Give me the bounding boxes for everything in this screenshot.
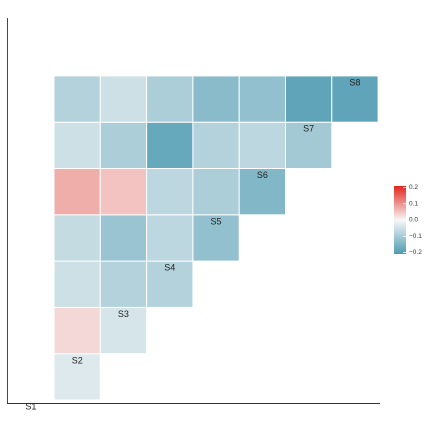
heatmap-cell-s6-s2 (99, 168, 148, 216)
heatmap-cell-s8-s2 (99, 75, 148, 123)
heatmap-cell-s4-s2 (99, 260, 148, 308)
variable-label-s1: S1 (25, 402, 36, 412)
heatmap-cell-s5-s2 (99, 214, 148, 262)
heatmap-cell-s8-s1 (53, 75, 101, 123)
heatmap-cell-s4-s1 (53, 260, 101, 308)
heatmap-cell-s7-s5 (238, 121, 286, 169)
heatmap-cell-s6-s1 (53, 168, 101, 216)
variable-label-s8: S8 (349, 77, 360, 87)
heatmap-cell-s7-s4 (192, 121, 240, 169)
heatmap-cell-s8-s4 (192, 75, 240, 123)
heatmap-cell-s2-s1 (53, 353, 101, 401)
variable-label-s7: S7 (303, 124, 314, 134)
variable-label-s3: S3 (118, 309, 129, 319)
variable-label-s2: S2 (72, 355, 83, 365)
variable-label-s6: S6 (257, 170, 268, 180)
heatmap-cell-s3-s1 (53, 306, 101, 355)
colorbar-tick-label: 0.1 (409, 201, 418, 208)
heatmap-cell-s7-s1 (53, 121, 101, 169)
heatmap-cell-s5-s1 (53, 214, 101, 262)
variable-label-s4: S4 (164, 263, 175, 273)
heatmap-cell-s8-s7 (331, 75, 379, 123)
colorbar-ticks: 0.2 0.1 0.0 −0.1 −0.2 (403, 184, 422, 256)
heatmap-cell-s5-s3 (146, 214, 194, 262)
colorbar-gradient (394, 186, 406, 254)
heatmap-cell-s6-s4 (192, 168, 240, 216)
heatmap-cell-s6-s3 (146, 168, 194, 216)
heatmap-cell-s4-s3 (146, 260, 194, 308)
heatmap-cell-s7-s3 (146, 121, 194, 169)
heatmap-cell-s8-s3 (146, 75, 194, 123)
colorbar-tick-label: 0.0 (409, 217, 418, 224)
colorbar-tick-label: 0.2 (409, 184, 418, 191)
heatmap-cell-s5-s4 (192, 214, 240, 262)
heatmap-cell-s8-s5 (238, 75, 286, 123)
colorbar-tick-label: −0.1 (409, 233, 422, 240)
variable-label-s5: S5 (210, 216, 221, 226)
heatmap-cell-s7-s6 (285, 121, 333, 169)
colorbar-tick-label: −0.2 (409, 249, 422, 256)
heatmap-cell-s7-s2 (99, 121, 148, 169)
heatmap-cells (53, 75, 379, 401)
colorbar-legend: 0.2 0.1 0.0 −0.1 −0.2 (394, 184, 422, 256)
diagonal-variable-labels: S1 S2 S3 S4 S5 S6 S7 S8 (25, 77, 360, 411)
heatmap-cell-s6-s5 (238, 168, 286, 216)
heatmap-cell-s8-s6 (285, 75, 333, 123)
